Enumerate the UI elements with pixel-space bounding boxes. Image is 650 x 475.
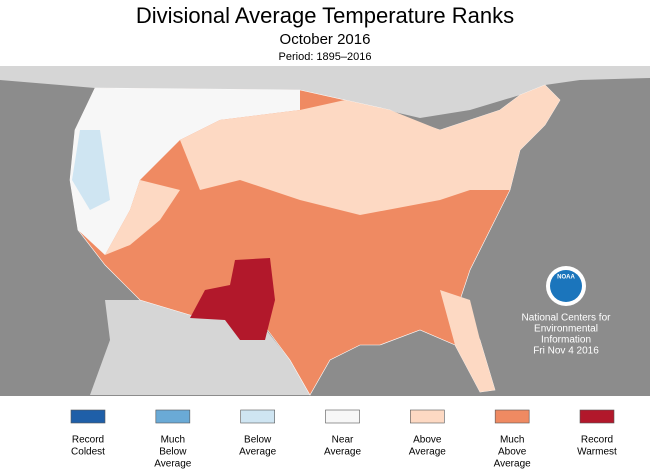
legend-label: Average bbox=[239, 447, 277, 458]
map: NOAA bbox=[0, 66, 650, 396]
legend-swatch bbox=[494, 409, 530, 424]
logo-disc bbox=[550, 270, 582, 302]
legend-label: Above bbox=[498, 447, 527, 458]
region-near-average bbox=[70, 88, 300, 255]
legend-swatch bbox=[325, 409, 360, 424]
legend-label: Record bbox=[581, 435, 613, 446]
legend-label: Average bbox=[154, 459, 192, 470]
credit-line: Information bbox=[541, 335, 591, 346]
region-above-average bbox=[180, 85, 560, 215]
credit-line: National Centers for bbox=[522, 313, 612, 324]
legend-swatch bbox=[240, 409, 275, 424]
region-below-average bbox=[72, 130, 110, 210]
legend-swatch bbox=[155, 409, 191, 424]
canada bbox=[0, 66, 650, 118]
legend-label: Much bbox=[500, 435, 524, 446]
legend-label: Much bbox=[161, 435, 185, 446]
region-above-average-florida bbox=[440, 290, 495, 392]
legend-label: Average bbox=[409, 447, 447, 458]
legend-label: Coldest bbox=[71, 447, 105, 458]
title: Divisional Average Temperature Ranks bbox=[136, 3, 514, 28]
legend: RecordColdestMuchBelowAverageBelowAverag… bbox=[70, 409, 617, 470]
legend-label: Below bbox=[244, 435, 272, 446]
region-record-warmest bbox=[190, 258, 275, 340]
legend-swatch bbox=[410, 409, 445, 424]
legend-label: Below bbox=[159, 447, 187, 458]
legend-label: Record bbox=[72, 435, 104, 446]
legend-label: Average bbox=[324, 447, 362, 458]
period: Period: 1895–2016 bbox=[279, 51, 372, 63]
credit-line: Environmental bbox=[534, 324, 598, 335]
credit: National Centers forEnvironmentalInforma… bbox=[522, 313, 612, 357]
legend-label: Average bbox=[494, 459, 532, 470]
legend-label: Warmest bbox=[577, 447, 617, 458]
legend-label: Above bbox=[413, 435, 442, 446]
logo-text: NOAA bbox=[557, 275, 575, 281]
legend-swatch bbox=[70, 409, 106, 424]
region-above-average-west bbox=[105, 180, 180, 255]
subtitle: October 2016 bbox=[280, 31, 371, 48]
legend-swatch bbox=[579, 409, 615, 424]
credit-line: Fri Nov 4 2016 bbox=[533, 346, 599, 357]
legend-label: Near bbox=[332, 435, 354, 446]
